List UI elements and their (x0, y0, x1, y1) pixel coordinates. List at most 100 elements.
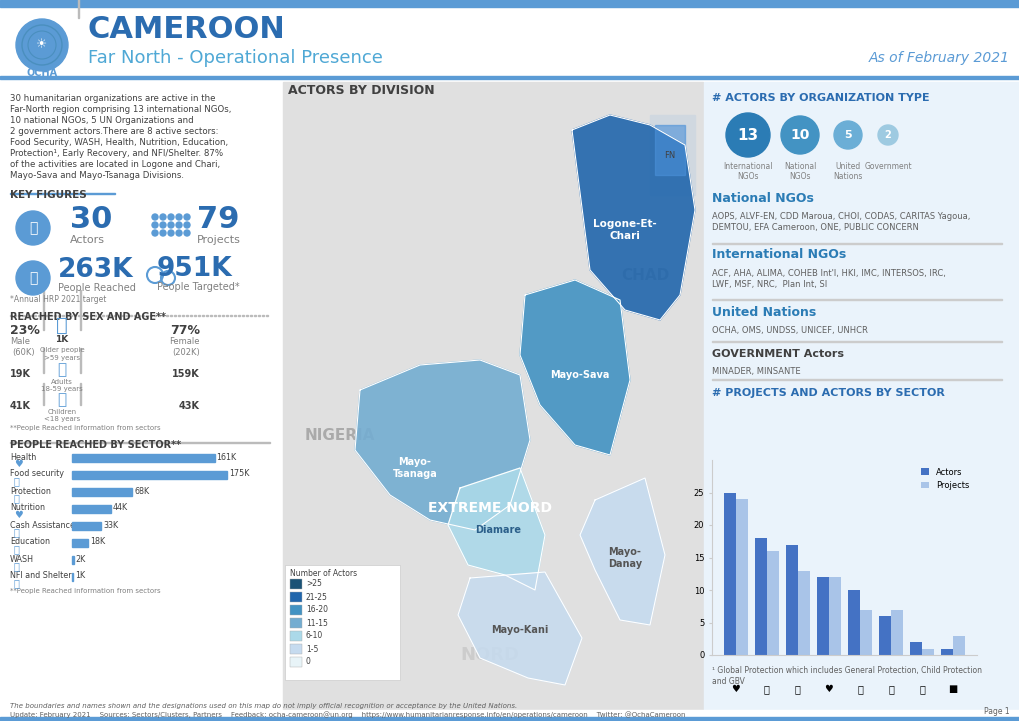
Text: 🤝: 🤝 (29, 221, 37, 235)
Bar (118, 315, 120, 316)
Bar (194, 315, 196, 316)
Text: 2: 2 (883, 130, 891, 140)
Bar (30, 315, 32, 316)
Text: Food security: Food security (10, 469, 64, 479)
Text: 68K: 68K (135, 487, 149, 495)
Text: 💧: 💧 (763, 684, 769, 694)
Text: Food Security, WASH, Health, Nutrition, Education,: Food Security, WASH, Health, Nutrition, … (10, 138, 228, 147)
Circle shape (183, 222, 190, 228)
Bar (952, 635, 964, 655)
Text: 16-20: 16-20 (306, 606, 328, 614)
Bar (162, 315, 164, 316)
Bar (711, 379, 1001, 380)
Bar (654, 125, 685, 175)
Polygon shape (355, 360, 530, 530)
Bar (190, 315, 192, 316)
Text: 🚰: 🚰 (14, 561, 19, 571)
Text: 🔒: 🔒 (888, 684, 893, 694)
Bar (154, 315, 156, 316)
Bar (25, 315, 28, 316)
Text: Logone-Et-
Chari: Logone-Et- Chari (592, 219, 656, 241)
Text: ACTORS BY DIVISION: ACTORS BY DIVISION (287, 84, 434, 97)
Text: International
NGOs: International NGOs (722, 162, 772, 182)
Text: 23%: 23% (10, 324, 40, 337)
Bar (42, 315, 44, 316)
Bar (178, 315, 179, 316)
Bar (210, 315, 212, 316)
Text: GOVERNMENT Actors: GOVERNMENT Actors (711, 349, 843, 359)
Bar (138, 315, 140, 316)
Text: **People Reached information from sectors: **People Reached information from sector… (10, 588, 160, 594)
Text: ☀: ☀ (37, 38, 48, 51)
Bar (289, 618, 302, 628)
Bar (941, 648, 952, 655)
Bar (62, 315, 64, 316)
Bar (46, 315, 48, 316)
Text: ♥: ♥ (14, 510, 22, 520)
Bar (226, 315, 228, 316)
Text: ♥: ♥ (14, 459, 22, 469)
Bar (50, 315, 52, 316)
Bar (258, 315, 260, 316)
Bar (74, 315, 76, 316)
Circle shape (168, 214, 174, 220)
Text: Children: Children (48, 409, 76, 415)
Bar (703, 82, 1019, 721)
Circle shape (726, 113, 769, 157)
Text: 43K: 43K (178, 401, 200, 411)
Bar (289, 657, 302, 667)
Text: Protection¹, Early Recovery, and NFI/Shelter. 87%: Protection¹, Early Recovery, and NFI/She… (10, 149, 223, 158)
Text: The boundaries and names shown and the designations used on this map do not impl: The boundaries and names shown and the d… (10, 703, 517, 709)
Text: Health: Health (10, 453, 37, 461)
Bar (66, 315, 68, 316)
Text: ■: ■ (948, 684, 957, 694)
Text: 🛡: 🛡 (794, 684, 800, 694)
Circle shape (781, 116, 818, 154)
Circle shape (16, 261, 50, 295)
Bar (110, 315, 112, 316)
Bar (262, 315, 264, 316)
Bar (233, 315, 235, 316)
Bar (289, 592, 302, 602)
Text: International NGOs: International NGOs (711, 249, 846, 262)
Text: ♥: ♥ (731, 684, 740, 694)
Bar (158, 315, 160, 316)
Bar (82, 315, 84, 316)
Text: 161K: 161K (216, 453, 236, 461)
Text: 44K: 44K (113, 503, 128, 513)
Text: 77%: 77% (170, 324, 200, 337)
Text: 951K: 951K (157, 256, 232, 282)
Bar (181, 315, 183, 316)
Circle shape (160, 230, 166, 236)
Text: 5: 5 (844, 130, 851, 140)
Text: Projects: Projects (197, 235, 240, 245)
Text: 🏠: 🏠 (918, 684, 924, 694)
Bar (72, 505, 111, 513)
Text: CHAD: CHAD (621, 267, 668, 283)
Polygon shape (572, 115, 694, 320)
Bar (166, 315, 168, 316)
Bar (86, 315, 88, 316)
Bar (266, 315, 268, 316)
Bar (77, 315, 79, 316)
Circle shape (16, 211, 50, 245)
Text: 159K: 159K (172, 369, 200, 379)
Bar (72, 488, 132, 496)
Bar (22, 315, 24, 316)
Bar (142, 315, 144, 316)
Circle shape (176, 230, 181, 236)
Bar (222, 315, 224, 316)
Text: 🌾: 🌾 (14, 476, 19, 486)
Bar (133, 315, 136, 316)
Text: 👶: 👶 (57, 392, 66, 407)
Bar (150, 315, 152, 316)
Text: *Annual HRP 2021 target: *Annual HRP 2021 target (10, 296, 106, 304)
Text: Mayo-Kani: Mayo-Kani (491, 625, 548, 635)
Text: AOPS, ALVF-EN, CDD Maroua, CHOI, CODAS, CARITAS Yagoua,: AOPS, ALVF-EN, CDD Maroua, CHOI, CODAS, … (711, 212, 969, 221)
Text: (202K): (202K) (172, 348, 200, 356)
Text: Diamare: Diamare (475, 525, 521, 535)
Text: DEMTOU, EFA Cameroon, ONE, PUBLIC CONCERN: DEMTOU, EFA Cameroon, ONE, PUBLIC CONCER… (711, 223, 918, 232)
Text: Nutrition: Nutrition (10, 503, 45, 513)
Bar (711, 299, 1001, 300)
Bar (202, 315, 204, 316)
